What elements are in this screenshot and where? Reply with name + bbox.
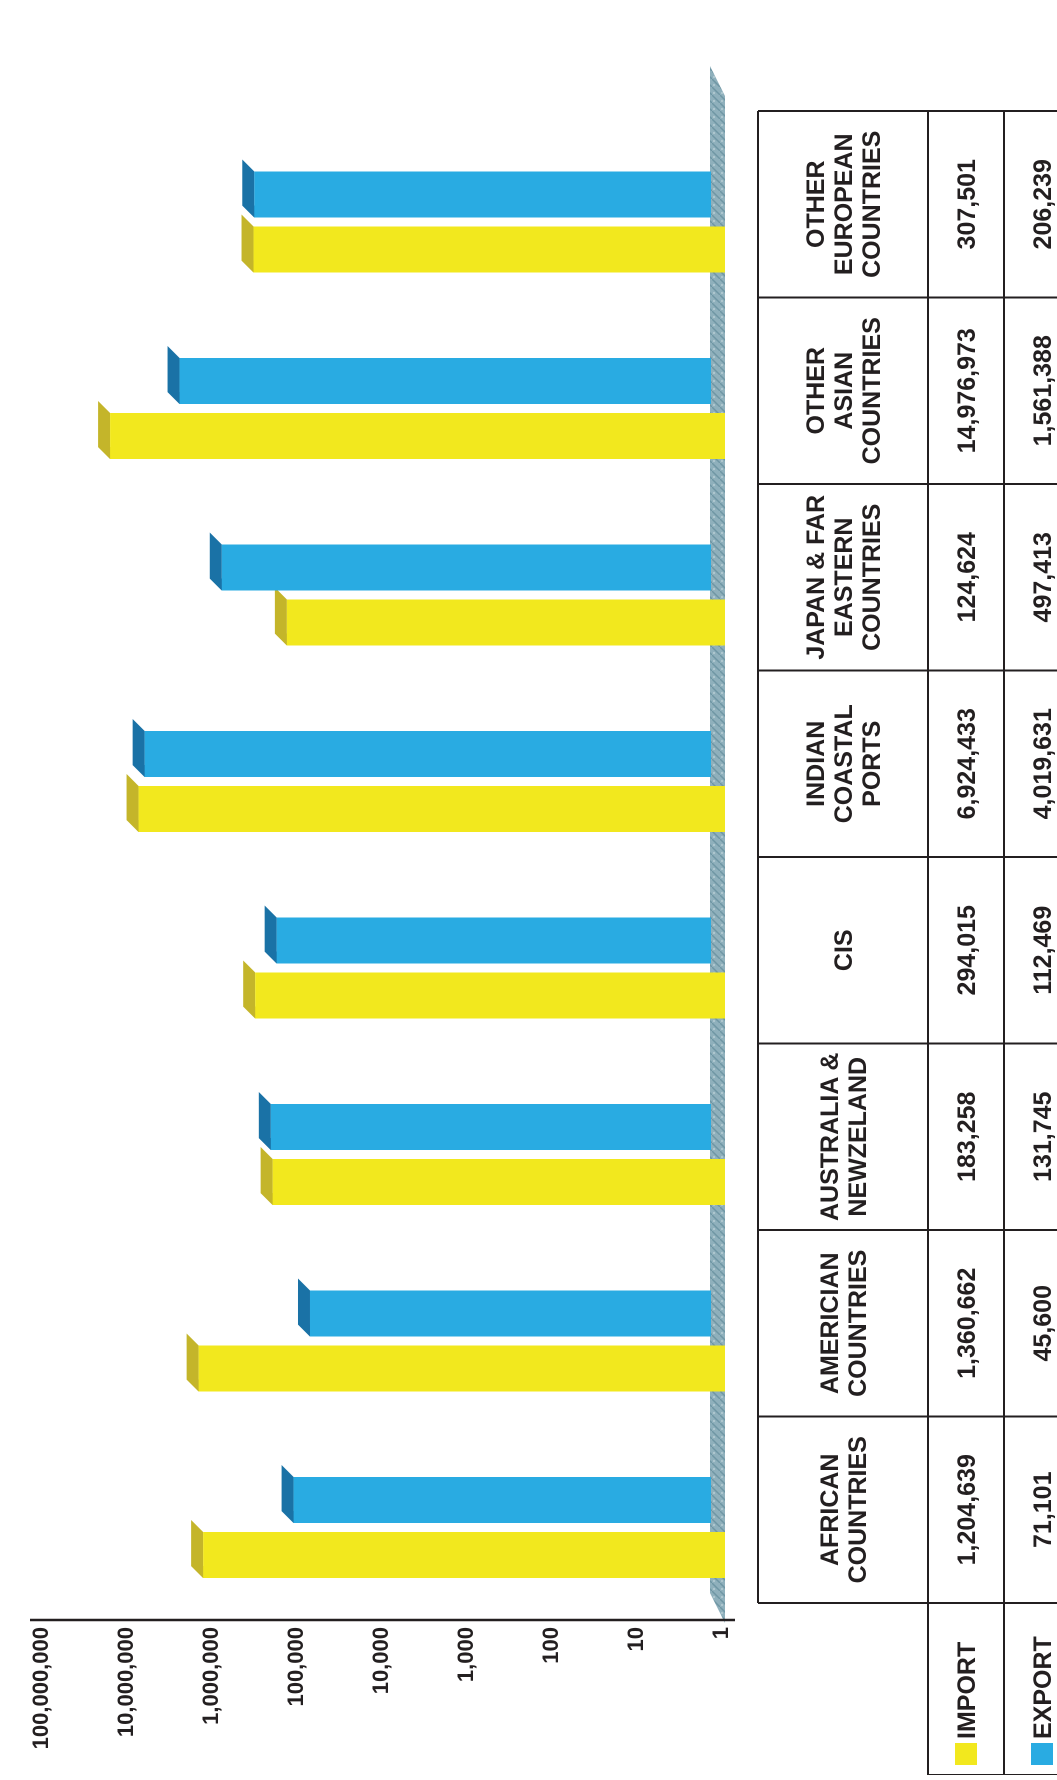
- bar-top-export: [209, 532, 222, 591]
- value-import: 1,360,662: [953, 1268, 981, 1379]
- category-label: OTHERASIANCOUNTRIES: [802, 317, 886, 464]
- y-tick-label: 1: [708, 1627, 733, 1639]
- y-tick-label: 10,000: [368, 1627, 393, 1694]
- category-label: INDIANCOASTALPORTS: [802, 704, 886, 823]
- bar-export: [144, 731, 712, 777]
- bar-top-import: [186, 1333, 199, 1392]
- legend-swatch-export: [1031, 1743, 1053, 1765]
- value-export: 1,561,388: [1029, 335, 1057, 446]
- value-export: 4,019,631: [1029, 708, 1057, 819]
- legend-label-import: IMPORT: [953, 1642, 981, 1739]
- value-export: 206,239: [1029, 159, 1057, 249]
- bar-top-import: [243, 960, 256, 1019]
- bar-export: [309, 1290, 711, 1337]
- y-tick-label: 1,000,000: [198, 1627, 223, 1725]
- bar-import: [203, 1532, 726, 1578]
- bar-top-import: [241, 214, 254, 273]
- bar-export: [221, 544, 711, 591]
- bar-top-import: [98, 401, 111, 459]
- y-tick-label: 100,000,000: [28, 1627, 53, 1749]
- category-label: CIS: [830, 929, 858, 971]
- bar-export: [276, 917, 711, 964]
- value-export: 497,413: [1029, 532, 1057, 622]
- bar-import: [286, 599, 725, 646]
- value-import: 294,015: [953, 905, 981, 995]
- y-tick-label: 10,000,000: [113, 1627, 138, 1737]
- value-export: 45,600: [1029, 1285, 1057, 1361]
- value-export: 131,745: [1029, 1091, 1057, 1181]
- bar-top-export: [242, 159, 255, 218]
- category-label: JAPAN & FAREASTERNCOUNTRIES: [802, 495, 886, 660]
- bar-import: [255, 972, 725, 1019]
- category-label: AUSTRALIA &NEWZELAND: [816, 1052, 872, 1221]
- value-export: 71,101: [1029, 1471, 1057, 1548]
- bar-import: [253, 226, 725, 273]
- category-label: AFRICANCOUNTRIES: [816, 1436, 872, 1583]
- legend-label-export: EXPORT: [1029, 1636, 1057, 1739]
- bar-top-export: [167, 346, 180, 404]
- value-import: 183,258: [953, 1091, 981, 1181]
- category-label: AMERICIANCOUNTRIES: [816, 1250, 872, 1397]
- bar-export: [179, 358, 711, 404]
- bar-top-export: [258, 1092, 271, 1150]
- y-tick-label: 100: [538, 1627, 563, 1664]
- bar-top-import: [126, 774, 139, 832]
- value-import: 124,624: [953, 532, 981, 622]
- bar-import: [272, 1159, 725, 1205]
- bar-top-export: [281, 1465, 294, 1523]
- bar-import: [198, 1345, 725, 1392]
- value-import: 1,204,639: [953, 1454, 981, 1565]
- value-import: 6,924,433: [953, 708, 981, 819]
- value-import: 14,976,973: [953, 328, 981, 453]
- bar-top-import: [260, 1147, 273, 1205]
- legend-swatch-import: [955, 1743, 977, 1765]
- category-label: OTHEREUROPEANCOUNTRIES: [802, 131, 886, 278]
- bar-top-export: [132, 719, 145, 777]
- bar-top-import: [191, 1520, 204, 1578]
- value-export: 112,469: [1029, 906, 1057, 995]
- bar-top-export: [297, 1278, 310, 1337]
- bar-export: [270, 1104, 711, 1150]
- bar-top-import: [274, 587, 287, 646]
- bar-export: [254, 171, 712, 218]
- y-tick-label: 10: [623, 1627, 648, 1651]
- bar-export: [293, 1477, 711, 1523]
- value-import: 307,501: [953, 159, 981, 249]
- bar-top-export: [264, 905, 277, 964]
- y-tick-label: 100,000: [283, 1627, 308, 1707]
- bar-import: [138, 786, 726, 832]
- bar-import: [110, 413, 726, 459]
- y-tick-label: 1,000: [453, 1627, 478, 1682]
